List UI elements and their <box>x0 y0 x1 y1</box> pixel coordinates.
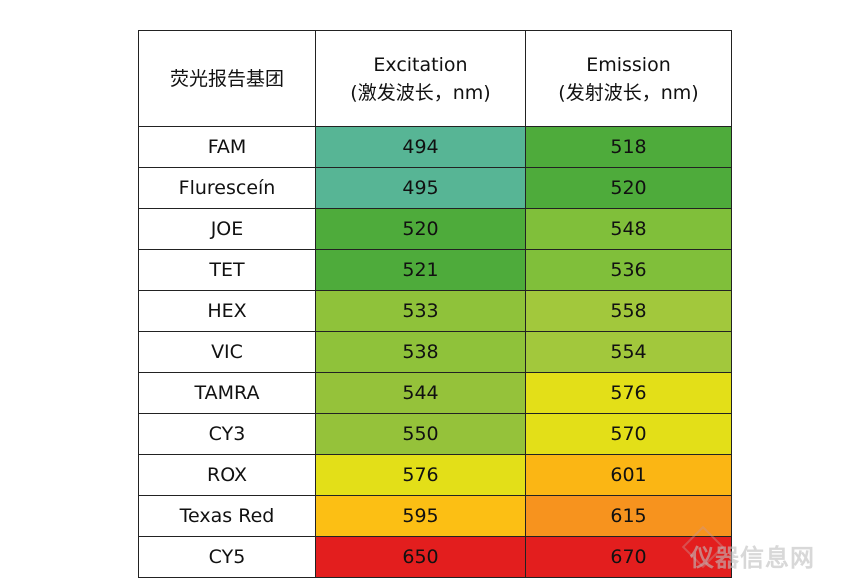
emission-cell: 601 <box>525 454 732 496</box>
table-row: Texas Red 595 615 <box>138 495 732 537</box>
fluorophore-name-cell: VIC <box>138 331 316 373</box>
watermark: 仪器信息网 <box>690 544 815 572</box>
fluorophore-name-cell: CY5 <box>138 536 316 578</box>
table-row: HEX 533 558 <box>138 290 732 332</box>
emission-cell: 558 <box>525 290 732 332</box>
fluorophore-name-cell: Fluresceín <box>138 167 316 209</box>
table-row: FAM 494 518 <box>138 126 732 168</box>
excitation-cell: 650 <box>315 536 526 578</box>
header-fluorophore: 荧光报告基团 <box>138 30 316 127</box>
fluorophore-name-cell: HEX <box>138 290 316 332</box>
header-emission-title: Emission <box>586 53 671 76</box>
excitation-cell: 494 <box>315 126 526 168</box>
fluorophore-name-cell: Texas Red <box>138 495 316 537</box>
emission-cell: 548 <box>525 208 732 250</box>
fluorophore-name-cell: JOE <box>138 208 316 250</box>
fluorophore-wavelength-table: 荧光报告基团 Excitation (激发波长，nm) Emission (发射波长… <box>138 30 732 578</box>
table-row: JOE 520 548 <box>138 208 732 250</box>
table-row: TAMRA 544 576 <box>138 372 732 414</box>
table-row: CY5 650 670 <box>138 536 732 578</box>
emission-cell: 576 <box>525 372 732 414</box>
fluorophore-name-cell: TET <box>138 249 316 291</box>
excitation-cell: 544 <box>315 372 526 414</box>
emission-cell: 554 <box>525 331 732 373</box>
header-excitation-unit: (激发波长，nm) <box>350 81 491 104</box>
header-excitation-title: Excitation <box>373 53 468 76</box>
table-row: TET 521 536 <box>138 249 732 291</box>
table-row: ROX 576 601 <box>138 454 732 496</box>
excitation-cell: 533 <box>315 290 526 332</box>
fluorophore-name-cell: ROX <box>138 454 316 496</box>
header-emission-unit: (发射波长，nm) <box>558 81 699 104</box>
emission-cell: 670 <box>525 536 732 578</box>
fluorophore-name-cell: FAM <box>138 126 316 168</box>
emission-cell: 570 <box>525 413 732 455</box>
excitation-cell: 521 <box>315 249 526 291</box>
excitation-cell: 520 <box>315 208 526 250</box>
table-row: VIC 538 554 <box>138 331 732 373</box>
header-emission: Emission (发射波长，nm) <box>525 30 732 127</box>
table-row: Fluresceín 495 520 <box>138 167 732 209</box>
excitation-cell: 550 <box>315 413 526 455</box>
excitation-cell: 538 <box>315 331 526 373</box>
emission-cell: 520 <box>525 167 732 209</box>
table-header-row: 荧光报告基团 Excitation (激发波长，nm) Emission (发射波长… <box>138 30 732 127</box>
emission-cell: 518 <box>525 126 732 168</box>
emission-cell: 536 <box>525 249 732 291</box>
header-excitation: Excitation (激发波长，nm) <box>315 30 526 127</box>
fluorophore-name-cell: TAMRA <box>138 372 316 414</box>
excitation-cell: 495 <box>315 167 526 209</box>
emission-cell: 615 <box>525 495 732 537</box>
excitation-cell: 576 <box>315 454 526 496</box>
excitation-cell: 595 <box>315 495 526 537</box>
fluorophore-name-cell: CY3 <box>138 413 316 455</box>
table-row: CY3 550 570 <box>138 413 732 455</box>
